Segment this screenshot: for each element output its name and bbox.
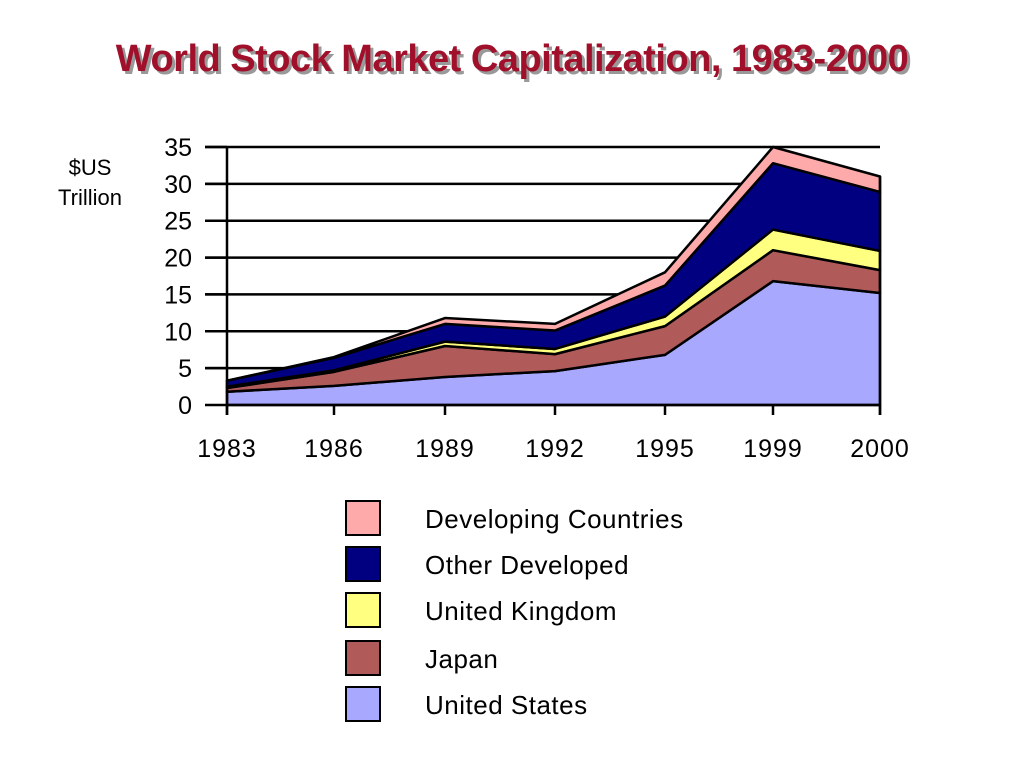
y-tick-labels: 0 5 10 15 20 25 30 35 — [164, 134, 192, 420]
legend-swatch — [345, 592, 381, 628]
legend-item-united-states: United States — [345, 686, 765, 726]
legend-label: United States — [425, 690, 588, 720]
legend-item-other-developed: Other Developed — [345, 546, 765, 586]
y-axis-label: $US Trillion — [48, 153, 132, 213]
legend-label: Developing Countries — [425, 504, 684, 534]
area-series — [225, 145, 882, 407]
legend-label: United Kingdom — [425, 596, 617, 626]
legend-label: Other Developed — [425, 550, 630, 580]
chart-title: World Stock Market Capitalization, 1983-… — [115, 38, 909, 80]
y-tick-label: 15 — [164, 281, 192, 309]
y-tick-label: 0 — [178, 392, 192, 420]
x-tick-label: 1989 — [415, 435, 475, 463]
legend-label: Japan — [425, 644, 499, 674]
x-tick-label: 1992 — [525, 435, 585, 463]
x-tick-label: 1999 — [743, 435, 803, 463]
legend-item-japan: Japan — [345, 640, 765, 680]
y-tick-label: 25 — [164, 208, 192, 236]
legend-item-united-kingdom: United Kingdom — [345, 592, 765, 632]
x-tick-label: 1983 — [197, 435, 257, 463]
x-tick-label: 2000 — [850, 435, 910, 463]
y-tick-label: 30 — [164, 171, 192, 199]
y-axis-label-line: Trillion — [58, 185, 122, 210]
legend-item-developing-countries: Developing Countries — [345, 500, 765, 540]
axes — [205, 145, 882, 415]
y-tick-label: 35 — [164, 134, 192, 162]
legend-swatch — [345, 640, 381, 676]
x-tick-labels: 1983 1986 1989 1992 1995 1999 2000 — [197, 435, 910, 463]
y-tick-label: 20 — [164, 245, 192, 273]
y-axis-label-line: $US — [68, 155, 112, 180]
y-tick-label: 5 — [178, 355, 192, 383]
legend-swatch — [345, 500, 381, 536]
legend-swatch — [345, 686, 381, 722]
legend-swatch — [345, 546, 381, 582]
x-tick-label: 1995 — [635, 435, 695, 463]
y-tick-label: 10 — [164, 318, 192, 346]
x-tick-label: 1986 — [304, 435, 364, 463]
